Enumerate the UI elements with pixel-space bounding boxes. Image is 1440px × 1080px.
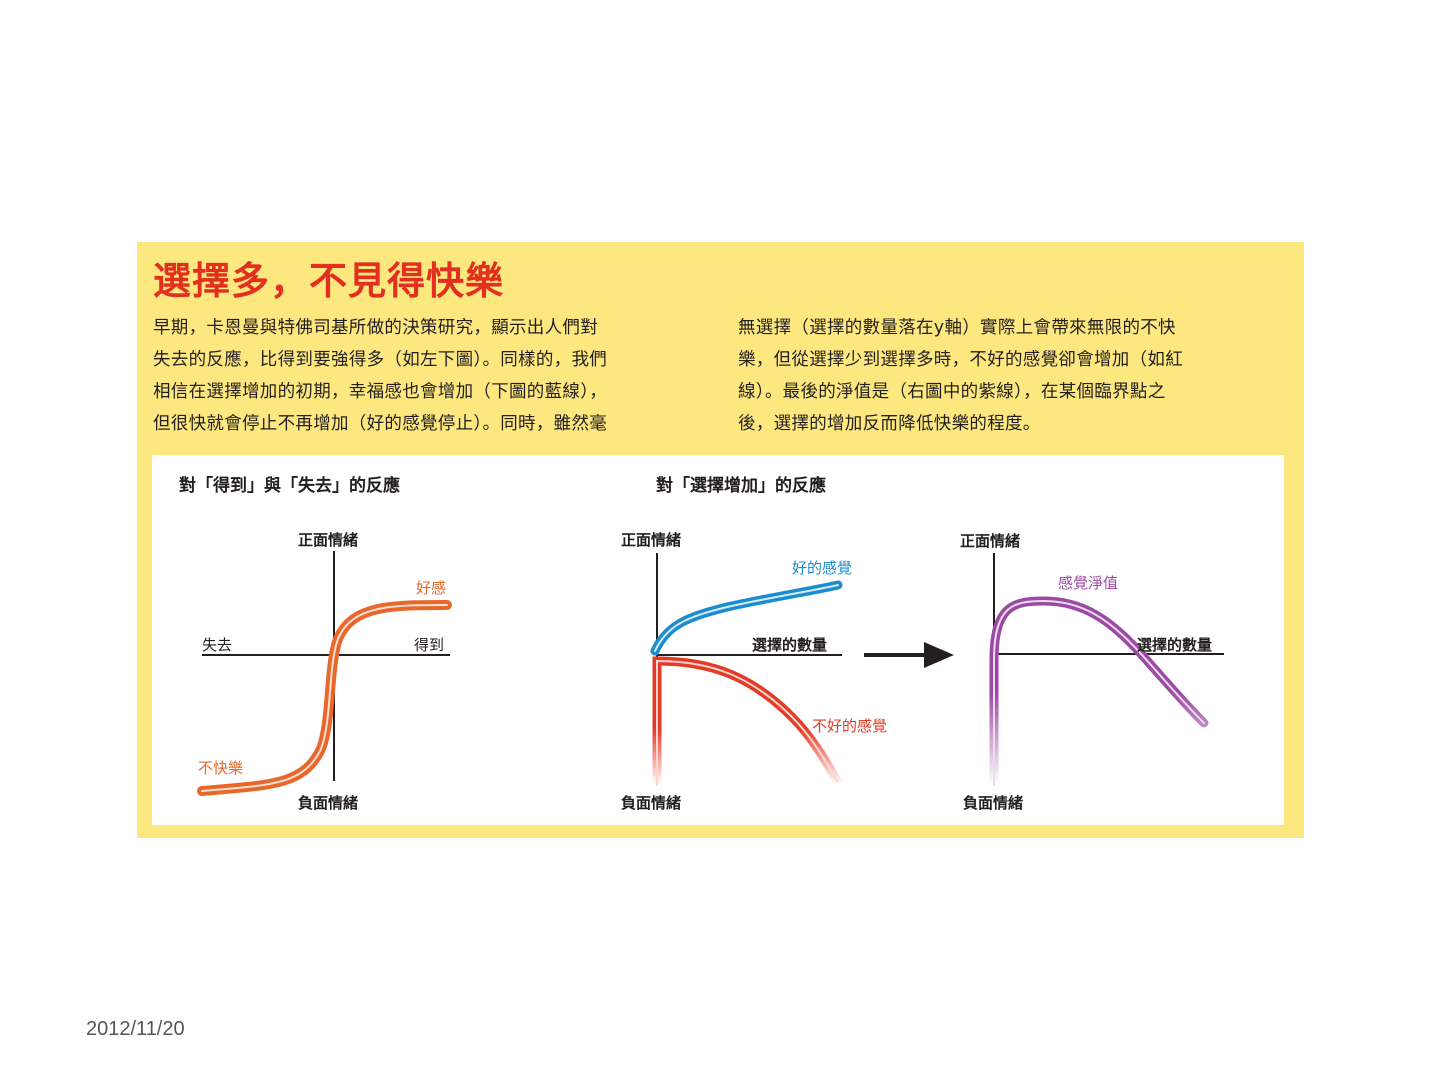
fig1-loss-label: 失去 — [202, 636, 233, 654]
fig2-good-feeling-label: 好的感覺 — [792, 559, 853, 577]
fig3-net-curve — [989, 596, 1209, 790]
headline: 選擇多，不見得快樂 — [153, 259, 505, 303]
fig3-negative-label: 負面情緒 — [963, 794, 1024, 812]
paragraph-line: 失去的反應，比得到要強得多（如左下圖）。同樣的，我們 — [153, 350, 608, 370]
infographic-panel: 選擇多，不見得快樂 早期，卡恩曼與特佛司基所做的決策研究，顯示出人們對 失去的反… — [137, 242, 1304, 838]
paragraph-right: 無選擇（選擇的數量落在y軸）實際上會帶來無限的不快 樂，但從選擇少到選擇多時，不… — [738, 312, 1288, 440]
figure-area: 對「得到」與「失去」的反應 正面情緒 負面情緒 失去 得到 好感 不快樂 對「選… — [152, 455, 1284, 825]
fig1-gain-label: 得到 — [414, 636, 445, 654]
fig2-positive-label: 正面情緒 — [621, 531, 682, 549]
paragraph-line: 無選擇（選擇的數量落在y軸）實際上會帶來無限的不快 — [738, 318, 1176, 338]
fig3-choices-label: 選擇的數量 — [1137, 636, 1213, 654]
figure2-title: 對「選擇增加」的反應 — [656, 476, 826, 496]
fig2-bad-curve — [652, 656, 842, 790]
paragraph-line: 早期，卡恩曼與特佛司基所做的決策研究，顯示出人們對 — [153, 318, 598, 338]
fig1-unhappy-label: 不快樂 — [198, 759, 244, 777]
paragraph-left: 早期，卡恩曼與特佛司基所做的決策研究，顯示出人們對 失去的反應，比得到要強得多（… — [153, 312, 703, 440]
footer-date: 2012/11/20 — [86, 1018, 185, 1040]
arrow-icon — [924, 642, 954, 668]
fig2-negative-label: 負面情緒 — [621, 794, 682, 812]
fig1-positive-label: 正面情緒 — [298, 531, 359, 549]
fig1-good-feeling-label: 好感 — [416, 579, 447, 597]
paragraph-line: 相信在選擇增加的初期，幸福感也會增加（下圖的藍線）， — [153, 382, 608, 402]
fig2-bad-feeling-label: 不好的感覺 — [812, 717, 888, 735]
diagram-graphics — [197, 551, 1224, 796]
fig1-negative-label: 負面情緒 — [298, 794, 359, 812]
figure1-title: 對「得到」與「失去」的反應 — [179, 476, 400, 496]
paragraph-line: 線）。最後的淨值是（右圖中的紫線），在某個臨界點之 — [738, 382, 1166, 402]
fig3-positive-label: 正面情緒 — [960, 532, 1021, 550]
fig3-net-feeling-label: 感覺淨值 — [1058, 574, 1119, 592]
fig2-choices-label: 選擇的數量 — [752, 636, 828, 654]
paragraph-line: 後，選擇的增加反而降低快樂的程度。 — [738, 414, 1041, 434]
paragraph-line: 但很快就會停止不再增加（好的感覺停止）。同時，雖然毫 — [153, 414, 608, 434]
paragraph-line: 樂，但從選擇少到選擇多時，不好的感覺卻會增加（如紅 — [738, 350, 1183, 370]
